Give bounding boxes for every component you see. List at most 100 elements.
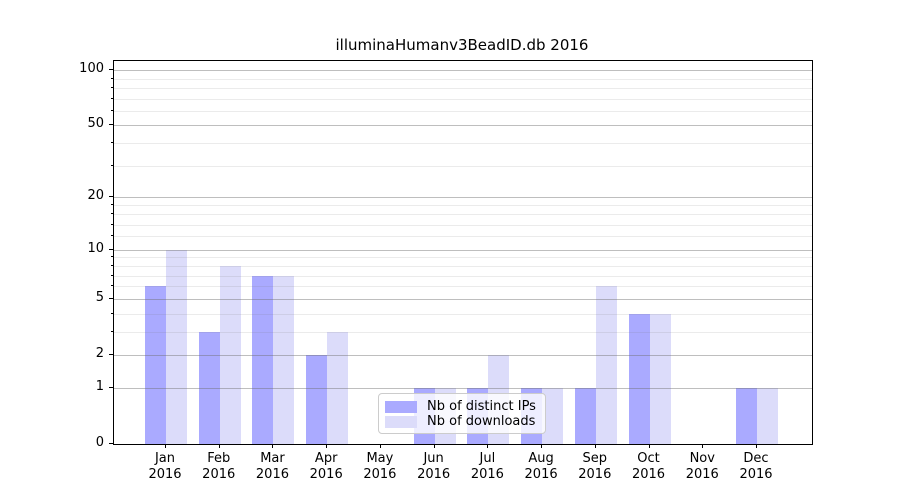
minor-gridline	[114, 236, 812, 238]
y-axis-tick	[109, 69, 113, 71]
minor-gridline	[114, 286, 812, 288]
y-tick-label-100: 100	[79, 61, 104, 77]
major-gridline	[114, 354, 812, 356]
y-axis-minor-tick	[111, 223, 113, 225]
bar-mar-downloads	[273, 275, 295, 444]
bar-oct-downloads	[649, 313, 671, 444]
y-axis-minor-tick	[111, 97, 113, 99]
x-tick-year: 2016	[148, 467, 182, 482]
x-axis-tick	[379, 444, 381, 448]
x-tick-month: Jul	[479, 451, 496, 466]
legend-swatch-distinct-ips	[385, 400, 417, 413]
x-tick-year: 2016	[739, 467, 773, 482]
x-tick-label-sep: Sep 2016	[563, 451, 627, 483]
bar-jan-downloads	[166, 249, 187, 444]
x-tick-year: 2016	[470, 467, 504, 482]
major-gridline	[114, 249, 812, 251]
bar-feb-distinct-ips	[198, 331, 220, 444]
bar-sep-downloads	[595, 286, 617, 444]
x-tick-label-dec: Dec 2016	[724, 451, 788, 483]
x-tick-label-jul: Jul 2016	[455, 451, 519, 483]
minor-gridline	[114, 78, 812, 80]
y-axis-tick	[109, 196, 113, 198]
legend-entry-distinct-ips: Nb of distinct IPs	[385, 399, 537, 414]
minor-gridline	[114, 265, 812, 267]
minor-gridline	[114, 331, 812, 333]
x-tick-year: 2016	[417, 467, 451, 482]
x-tick-month: Oct	[637, 451, 660, 466]
x-axis-tick	[218, 444, 220, 448]
x-tick-year: 2016	[631, 467, 666, 482]
bar-aug-downloads	[542, 387, 564, 444]
x-tick-label-aug: Aug 2016	[509, 451, 573, 483]
minor-gridline	[114, 214, 812, 216]
y-tick-label-10: 10	[87, 240, 104, 256]
x-tick-label-mar: Mar 2016	[240, 451, 304, 483]
major-gridline	[114, 387, 812, 389]
y-axis-minor-tick	[111, 264, 113, 266]
y-axis-minor-tick	[111, 330, 113, 332]
minor-gridline	[114, 143, 812, 145]
x-tick-label-jun: Jun 2016	[402, 451, 466, 483]
x-tick-year: 2016	[524, 467, 558, 482]
bar-feb-downloads	[219, 265, 241, 444]
minor-gridline	[114, 313, 812, 315]
major-gridline	[114, 197, 812, 199]
y-tick-label-2: 2	[95, 345, 104, 361]
x-tick-month: Feb	[207, 451, 231, 466]
x-axis-tick	[541, 444, 543, 448]
y-tick-label-50: 50	[87, 116, 104, 132]
x-tick-year: 2016	[202, 467, 236, 482]
legend: Nb of distinct IPs Nb of downloads	[378, 393, 546, 434]
major-gridline	[114, 298, 812, 300]
legend-entry-downloads: Nb of downloads	[385, 414, 537, 429]
x-tick-label-oct: Oct 2016	[617, 451, 681, 483]
y-axis-tick	[109, 297, 113, 299]
x-tick-year: 2016	[309, 467, 343, 482]
x-tick-year: 2016	[685, 467, 719, 482]
y-axis-minor-tick	[111, 109, 113, 111]
minor-gridline	[114, 165, 812, 167]
plot-area: Nb of distinct IPs Nb of downloads	[113, 60, 813, 445]
minor-gridline	[114, 224, 812, 226]
y-axis-minor-tick	[111, 312, 113, 314]
bar-dec-downloads	[756, 387, 778, 444]
x-tick-month: Nov	[689, 451, 715, 466]
x-tick-month: Aug	[528, 451, 554, 466]
x-tick-month: May	[366, 451, 394, 466]
x-axis-tick	[702, 444, 704, 448]
bar-sep-distinct-ips	[574, 387, 596, 444]
x-tick-label-may: May 2016	[348, 451, 412, 483]
x-axis-tick	[433, 444, 435, 448]
bar-apr-downloads	[327, 331, 349, 444]
x-tick-month: Dec	[743, 451, 769, 466]
y-axis-minor-tick	[111, 142, 113, 144]
x-tick-label-jan: Jan 2016	[133, 451, 197, 483]
y-axis-minor-tick	[111, 235, 113, 237]
x-tick-month: Mar	[260, 451, 285, 466]
x-tick-month: Sep	[582, 451, 608, 466]
x-tick-month: Apr	[314, 451, 338, 466]
x-tick-month: Jan	[154, 451, 176, 466]
x-axis-tick	[648, 444, 650, 448]
x-axis-tick	[487, 444, 489, 448]
x-tick-label-feb: Feb 2016	[187, 451, 251, 483]
minor-gridline	[114, 257, 812, 259]
bar-oct-distinct-ips	[628, 313, 650, 444]
x-tick-year: 2016	[578, 467, 612, 482]
major-gridline	[114, 70, 812, 72]
x-tick-label-apr: Apr 2016	[294, 451, 358, 483]
bar-apr-distinct-ips	[306, 354, 328, 444]
bar-jan-distinct-ips	[145, 286, 166, 444]
y-axis-minor-tick	[111, 77, 113, 79]
x-axis-tick	[755, 444, 757, 448]
legend-label: Nb of downloads	[427, 414, 536, 429]
y-axis-minor-tick	[111, 204, 113, 206]
legend-swatch-downloads	[385, 415, 417, 428]
y-axis-minor-tick	[111, 256, 113, 258]
x-axis-tick	[165, 444, 166, 448]
major-gridline	[114, 125, 812, 127]
y-axis-minor-tick	[111, 86, 113, 88]
y-axis-minor-tick	[111, 285, 113, 287]
legend-label: Nb of distinct IPs	[427, 399, 536, 414]
